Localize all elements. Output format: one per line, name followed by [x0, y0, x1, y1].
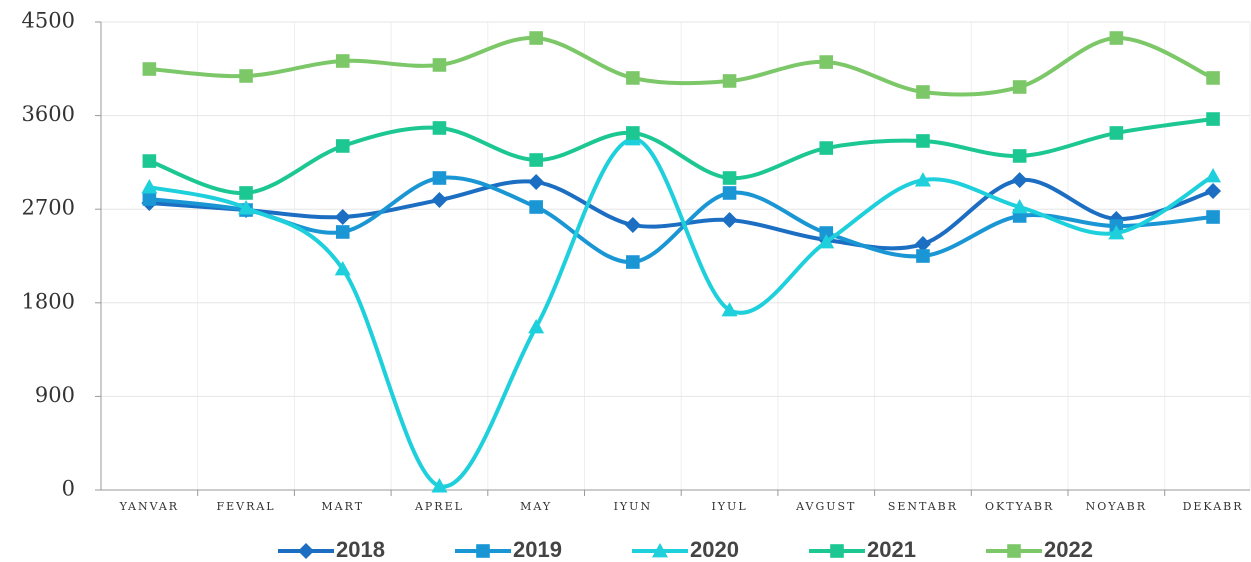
marker — [914, 172, 931, 187]
marker — [142, 62, 157, 76]
marker — [721, 212, 738, 229]
marker — [239, 69, 253, 83]
x-tick-label: DEKABR — [1183, 500, 1244, 513]
marker — [1206, 210, 1220, 224]
legend-label: 2018 — [336, 537, 385, 562]
marker — [1011, 199, 1028, 214]
x-tick-label: MAY — [520, 500, 552, 513]
marker — [722, 186, 737, 200]
marker — [626, 71, 640, 85]
x-tick-label: IYUL — [711, 500, 747, 513]
marker — [432, 121, 447, 135]
marker — [141, 179, 158, 194]
x-tick-label: AVGUST — [795, 500, 856, 513]
legend-marker — [1007, 544, 1021, 558]
marker — [335, 139, 350, 153]
marker — [142, 192, 157, 206]
x-tick-label: APREL — [414, 500, 464, 513]
marker — [239, 186, 253, 200]
y-tick-label: 2700 — [22, 196, 75, 220]
legend-marker — [652, 543, 668, 558]
marker — [916, 85, 930, 99]
marker — [335, 225, 350, 239]
marker — [334, 261, 351, 276]
y-tick-label: 3600 — [22, 102, 75, 126]
marker — [432, 58, 447, 72]
marker — [819, 226, 834, 240]
legend-label: 2022 — [1044, 537, 1093, 562]
y-tick-label: 900 — [35, 383, 75, 407]
x-tick-label: YANVAR — [119, 500, 179, 513]
marker — [528, 174, 545, 191]
y-tick-label: 0 — [62, 477, 75, 501]
y-tick-label: 1800 — [22, 289, 75, 313]
marker — [529, 153, 543, 167]
marker — [819, 55, 834, 69]
marker — [431, 192, 448, 209]
marker — [1109, 126, 1124, 140]
x-tick-label: SENTABR — [888, 500, 958, 513]
marker — [1205, 183, 1222, 199]
x-tick-label: MART — [321, 500, 364, 513]
x-tick-label: IYUN — [614, 500, 653, 513]
marker — [818, 233, 835, 249]
marker — [528, 319, 545, 334]
marker — [529, 31, 543, 45]
marker — [722, 74, 737, 88]
x-tick-label: OKTYABR — [985, 500, 1054, 513]
marker — [624, 217, 641, 234]
marker — [1012, 149, 1027, 163]
y-tick-label: 4500 — [22, 9, 75, 33]
marker — [238, 200, 255, 215]
legend-marker — [830, 544, 844, 558]
marker — [1205, 168, 1222, 183]
legend-label: 2021 — [867, 537, 916, 562]
marker — [916, 249, 930, 263]
legend-label: 2019 — [513, 537, 562, 562]
x-tick-label: NOYABR — [1086, 500, 1147, 513]
legend-marker — [298, 543, 314, 559]
marker — [142, 154, 157, 168]
legend-marker — [476, 544, 490, 558]
marker — [432, 171, 447, 185]
x-tick-label: FEVRAL — [216, 500, 275, 513]
marker — [914, 236, 931, 253]
marker — [1108, 225, 1125, 240]
legend-label: 2020 — [690, 537, 739, 562]
marker — [1012, 80, 1027, 94]
marker — [1206, 71, 1220, 85]
marker — [722, 171, 737, 185]
marker — [819, 141, 834, 155]
marker — [431, 478, 448, 493]
marker — [335, 54, 350, 68]
marker — [916, 134, 930, 148]
marker — [1206, 112, 1220, 126]
marker — [1011, 172, 1028, 189]
marker — [721, 301, 738, 317]
marker — [334, 209, 351, 225]
marker — [626, 255, 640, 269]
marker — [1109, 31, 1124, 45]
marker — [626, 126, 640, 140]
marker — [529, 200, 543, 214]
